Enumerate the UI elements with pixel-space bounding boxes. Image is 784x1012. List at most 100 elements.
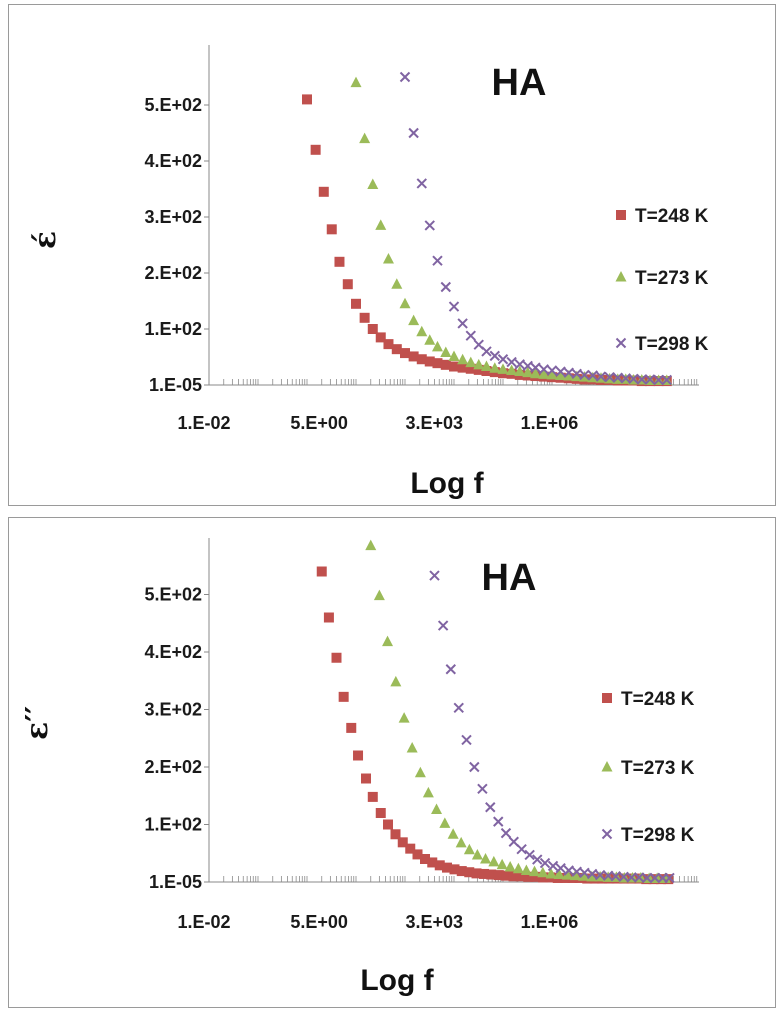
data-point xyxy=(537,866,549,878)
data-point xyxy=(545,867,557,879)
data-point xyxy=(477,783,488,795)
data-point xyxy=(480,360,492,372)
x-axis-title: Log f xyxy=(410,467,484,500)
data-point xyxy=(367,178,379,190)
data-point xyxy=(480,853,492,864)
data-point xyxy=(455,836,467,848)
data-point xyxy=(465,356,477,368)
data-point xyxy=(561,869,573,880)
data-point xyxy=(479,868,490,879)
x-tick-label: 5.E+00 xyxy=(290,912,348,932)
y-tick-label: 1.E-05 xyxy=(149,375,202,395)
data-point xyxy=(432,255,443,266)
data-point xyxy=(661,374,672,386)
data-point xyxy=(456,866,467,877)
data-point xyxy=(440,359,451,370)
data-point xyxy=(351,298,361,309)
data-point xyxy=(391,344,402,355)
data-point xyxy=(367,324,378,334)
data-point xyxy=(489,362,501,373)
chart-panel-real-permittivity: 1.E-05 1.E+02 2.E+02 3.E+02 4.E+02 5.E+02 1.E-… xyxy=(8,4,776,506)
data-point xyxy=(504,861,516,872)
data-point xyxy=(448,350,460,361)
data-point xyxy=(400,348,410,359)
data-point xyxy=(383,819,394,830)
data-point xyxy=(464,867,475,878)
data-point xyxy=(514,359,525,370)
legend-label: T=273 K xyxy=(621,758,695,779)
data-point xyxy=(318,186,329,197)
data-point xyxy=(373,589,385,601)
data-point xyxy=(587,370,599,381)
data-point xyxy=(437,620,449,631)
y-tick-label: 3.E+02 xyxy=(144,700,202,720)
y-tick-label: 4.E+02 xyxy=(144,151,202,171)
data-point xyxy=(532,854,543,865)
legend-label: T=298 K xyxy=(635,334,709,355)
x-tick-label: 1.E-02 xyxy=(177,413,230,433)
data-point xyxy=(399,297,411,309)
legend-label: T=273 K xyxy=(635,268,709,289)
x-tick-label: 3.E+03 xyxy=(406,912,464,932)
data-point xyxy=(485,802,496,813)
data-point xyxy=(626,872,637,883)
data-point xyxy=(390,829,401,840)
data-point xyxy=(440,281,452,293)
data-point xyxy=(408,127,419,139)
data-point xyxy=(538,872,549,883)
y-tick-label: 2.E+02 xyxy=(144,263,202,283)
data-point xyxy=(486,869,497,880)
data-point xyxy=(522,360,533,372)
data-point xyxy=(416,178,427,189)
data-point xyxy=(641,872,653,884)
data-point xyxy=(514,365,526,377)
data-point xyxy=(302,94,312,105)
y-tick-label: 2.E+02 xyxy=(144,757,202,777)
data-point xyxy=(571,370,583,382)
data-point xyxy=(390,675,402,687)
data-point xyxy=(331,652,342,663)
legend-label: T=298 K xyxy=(621,825,695,846)
data-point xyxy=(530,362,541,373)
data-point xyxy=(365,539,377,551)
data-point xyxy=(563,370,575,381)
data-point xyxy=(453,702,464,713)
y-tick-label: 4.E+02 xyxy=(144,642,202,662)
data-point xyxy=(546,368,558,380)
data-point xyxy=(538,364,550,375)
data-point xyxy=(391,278,403,289)
data-point xyxy=(508,871,519,882)
data-point xyxy=(424,334,436,345)
chart-title: HA xyxy=(482,557,537,599)
data-point xyxy=(515,871,526,882)
data-point xyxy=(353,750,364,761)
data-point xyxy=(465,363,476,374)
data-point xyxy=(653,374,664,386)
data-point xyxy=(326,224,337,235)
y-axis-title: ε′′ xyxy=(20,706,55,740)
data-point xyxy=(338,691,349,702)
y-tick-label: 3.E+02 xyxy=(144,207,202,227)
data-point xyxy=(586,868,598,880)
data-point xyxy=(382,253,394,264)
data-point xyxy=(578,870,590,881)
data-point xyxy=(465,330,476,341)
chart-real-permittivity: 1.E-05 1.E+02 2.E+02 3.E+02 4.E+02 5.E+02 1.E-… xyxy=(28,45,709,500)
data-point xyxy=(359,312,370,323)
y-tick-label: 5.E+02 xyxy=(144,585,202,605)
data-point xyxy=(579,369,590,381)
data-point xyxy=(463,843,475,855)
y-tick-label: 1.E-05 xyxy=(149,872,202,892)
data-point xyxy=(555,862,566,874)
data-point xyxy=(440,346,452,358)
data-point xyxy=(469,761,480,773)
data-point xyxy=(523,871,534,882)
data-point xyxy=(522,366,534,378)
data-point xyxy=(399,71,411,83)
data-point xyxy=(416,354,427,365)
data-point xyxy=(501,870,512,881)
legend-label: T=248 K xyxy=(635,206,709,227)
data-point xyxy=(310,144,321,155)
data-point xyxy=(382,635,394,647)
data-point xyxy=(405,843,416,854)
